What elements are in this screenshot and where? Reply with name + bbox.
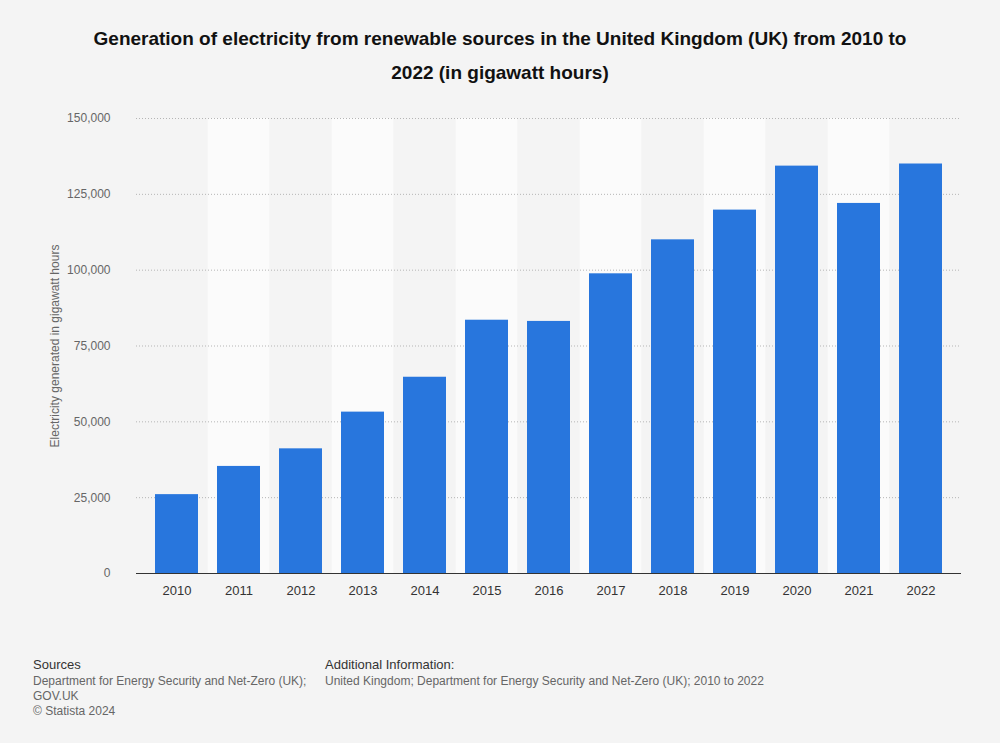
svg-text:2017: 2017 — [597, 583, 626, 598]
svg-text:75,000: 75,000 — [74, 339, 111, 353]
svg-text:2018: 2018 — [659, 583, 688, 598]
svg-text:150,000: 150,000 — [67, 111, 111, 125]
svg-text:2015: 2015 — [473, 583, 502, 598]
svg-text:2013: 2013 — [349, 583, 378, 598]
html-text:United Kingdom; Department for: United Kingdom; Department for Energy Se… — [325, 674, 764, 688]
svg-text:Electricity generated in gigaw: Electricity generated in gigawatt hours — [48, 245, 62, 448]
html-text:Department for Energy Security: Department for Energy Security and Net-Z… — [33, 674, 307, 688]
svg-text:2021: 2021 — [845, 583, 874, 598]
svg-text:2014: 2014 — [411, 583, 440, 598]
svg-text:100,000: 100,000 — [67, 263, 111, 277]
svg-text:2016: 2016 — [535, 583, 564, 598]
svg-text:125,000: 125,000 — [67, 187, 111, 201]
svg-text:2010: 2010 — [163, 583, 192, 598]
html-text:© Statista 2024: © Statista 2024 — [33, 704, 116, 718]
html-text:GOV.UK: GOV.UK — [33, 689, 79, 703]
svg-text:2011: 2011 — [225, 583, 253, 598]
svg-text:2019: 2019 — [721, 583, 750, 598]
svg-text:2022: 2022 — [907, 583, 936, 598]
html-text:Additional Information:: Additional Information: — [325, 657, 455, 672]
svg-text:25,000: 25,000 — [74, 491, 111, 505]
svg-text:50,000: 50,000 — [74, 415, 111, 429]
svg-text:2012: 2012 — [287, 583, 316, 598]
html-text:Sources: Sources — [33, 657, 81, 672]
html-text:Generation of electricity from: Generation of electricity from renewable… — [93, 28, 907, 83]
svg-text:2020: 2020 — [783, 583, 812, 598]
svg-text:0: 0 — [104, 566, 111, 580]
